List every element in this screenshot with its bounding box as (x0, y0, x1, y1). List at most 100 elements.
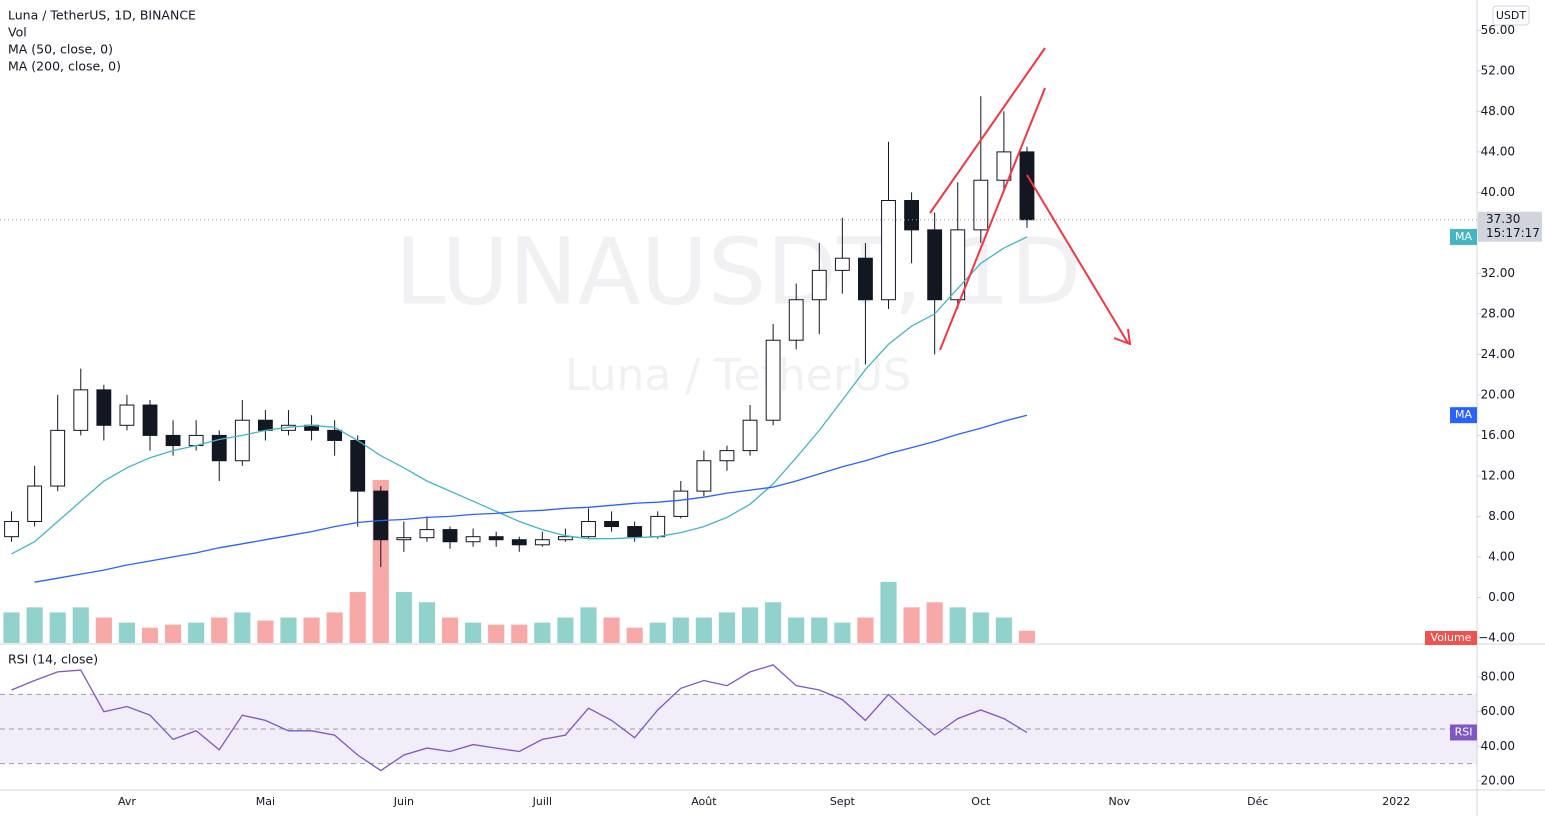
legend-rsi[interactable]: RSI (14, close) (8, 652, 98, 667)
volume-bar (26, 607, 43, 643)
volume-bar (672, 617, 689, 643)
x-tick-label: Nov (1109, 795, 1131, 808)
candle-body (858, 257, 873, 301)
volume-bar (603, 617, 620, 643)
volume-bar (534, 622, 551, 643)
candle-body (581, 520, 596, 538)
candle-body (234, 419, 250, 462)
volume-bar (557, 617, 574, 643)
plot-layer (0, 96, 1477, 772)
candle-body (350, 439, 366, 492)
volume-bar (72, 607, 89, 643)
currency-box[interactable] (1492, 5, 1530, 26)
volume-bar (995, 617, 1012, 643)
candle-body (719, 450, 735, 462)
countdown: 15:17:17 (1486, 226, 1540, 240)
volume-bar (465, 622, 482, 643)
candle-body (327, 429, 343, 441)
volume-bar (1018, 630, 1036, 643)
candle-body (142, 404, 158, 436)
x-tick-label: Août (691, 795, 717, 808)
volume-bar (418, 602, 436, 643)
y-tick-label: 16.00 (1481, 428, 1515, 442)
ma-tag-box (1450, 407, 1477, 424)
y-tick-label: 48.00 (1481, 104, 1515, 118)
candle-body (973, 179, 989, 231)
candle-body (557, 536, 573, 541)
legend-ma[interactable]: MA (200, close, 0) (8, 59, 121, 74)
moving-average (34, 414, 1028, 583)
volume-bar (349, 592, 366, 643)
ma-tag: MA (1455, 408, 1472, 421)
volume-bar (211, 617, 228, 643)
candle-body (811, 269, 827, 301)
candle-body (73, 389, 89, 431)
candle-body (396, 537, 412, 541)
x-tick-label: Sept (830, 795, 856, 808)
volume-bar (488, 624, 505, 643)
ma-tag: MA (1455, 230, 1472, 243)
y-tick-label: 80.00 (1481, 670, 1515, 684)
candle-body (627, 526, 643, 538)
moving-average (11, 236, 1028, 555)
volume-bar (695, 617, 712, 643)
candle-body (673, 490, 689, 517)
trend-line[interactable] (939, 87, 1046, 351)
x-tick-label: Juin (393, 795, 414, 808)
candle-body (442, 529, 458, 543)
trend-line[interactable] (929, 47, 1046, 214)
candle-body (419, 529, 435, 539)
y-tick-label: 12.00 (1481, 468, 1515, 482)
watermark-subtitle: Luna / TetherUS (565, 350, 911, 401)
arrow-head[interactable] (1113, 328, 1132, 346)
watermark: LUNAUSDT, 1D (395, 218, 1081, 325)
volume-tag: Volume (1431, 631, 1472, 644)
y-tick-label: 24.00 (1481, 347, 1515, 361)
volume-bar (188, 622, 205, 643)
candle-body (996, 151, 1012, 181)
volume-bar (857, 617, 874, 643)
candle-body (373, 490, 389, 541)
candle-body (950, 229, 966, 301)
candle-body (927, 229, 943, 301)
volume-bar (280, 617, 297, 643)
x-tick-label: Oct (971, 795, 991, 808)
arrow-line[interactable] (1026, 174, 1129, 344)
rsi-tag-box (1450, 724, 1477, 741)
candle-body (904, 199, 920, 231)
y-tick-label: 20.00 (1481, 387, 1515, 401)
legend-ma[interactable]: MA (50, close, 0) (8, 42, 113, 57)
candle-body (465, 536, 481, 543)
candle-body (4, 520, 19, 538)
rsi-tag: RSI (1455, 725, 1473, 738)
x-tick-label: Déc (1247, 795, 1268, 808)
last-price-box (1478, 211, 1542, 242)
candle-body (650, 515, 666, 538)
volume-bar (326, 612, 343, 643)
candle-body (119, 404, 135, 426)
legend-volume[interactable]: Vol (8, 25, 27, 40)
y-tick-label: 20.00 (1481, 773, 1515, 787)
drawings[interactable] (929, 47, 1132, 351)
y-tick-label: −4.00 (1478, 630, 1515, 644)
volume-bar (811, 617, 828, 643)
candle-body (604, 520, 619, 528)
currency[interactable]: USDT (1496, 9, 1527, 22)
volume-bar (49, 612, 66, 643)
volume-bar (95, 617, 112, 643)
volume-bar (118, 622, 136, 643)
legend-symbol[interactable]: Luna / TetherUS, 1D, BINANCE (8, 8, 196, 23)
volume-bar (718, 612, 736, 643)
candle-body (257, 419, 273, 431)
volume-bar (926, 602, 943, 643)
y-tick-label: 4.00 (1488, 549, 1515, 563)
volume-bar (834, 622, 851, 643)
volume-bar (441, 617, 459, 643)
volume-bar (395, 592, 412, 643)
volume-bar (741, 607, 759, 643)
x-tick-label: Avr (118, 795, 136, 808)
candle-body (742, 419, 758, 452)
volume-bar (303, 617, 320, 643)
volume-bar (880, 581, 897, 643)
